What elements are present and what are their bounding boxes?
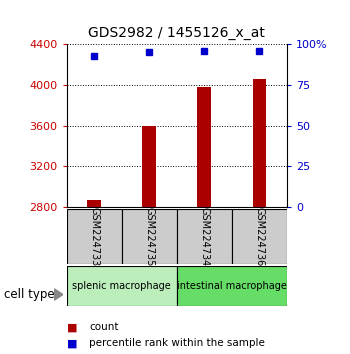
Bar (177, 266, 287, 306)
Text: ■: ■ (66, 322, 77, 332)
Bar (253, 79, 266, 207)
Text: ■: ■ (66, 338, 77, 348)
Text: cell type: cell type (4, 288, 54, 301)
Text: GSM224736: GSM224736 (254, 207, 265, 266)
Bar (66, 209, 122, 264)
Bar (232, 209, 287, 264)
Bar (197, 87, 211, 207)
Text: GSM224734: GSM224734 (199, 207, 209, 266)
Bar (87, 200, 101, 207)
Title: GDS2982 / 1455126_x_at: GDS2982 / 1455126_x_at (88, 27, 265, 40)
Text: splenic macrophage: splenic macrophage (72, 281, 171, 291)
Text: GSM224733: GSM224733 (89, 207, 99, 266)
Bar (122, 209, 177, 264)
Polygon shape (54, 289, 63, 300)
Bar (177, 209, 232, 264)
Bar (66, 266, 177, 306)
Text: GSM224735: GSM224735 (144, 207, 154, 266)
Text: count: count (89, 322, 119, 332)
Bar (142, 126, 156, 207)
Text: intestinal macrophage: intestinal macrophage (177, 281, 287, 291)
Text: percentile rank within the sample: percentile rank within the sample (89, 338, 265, 348)
